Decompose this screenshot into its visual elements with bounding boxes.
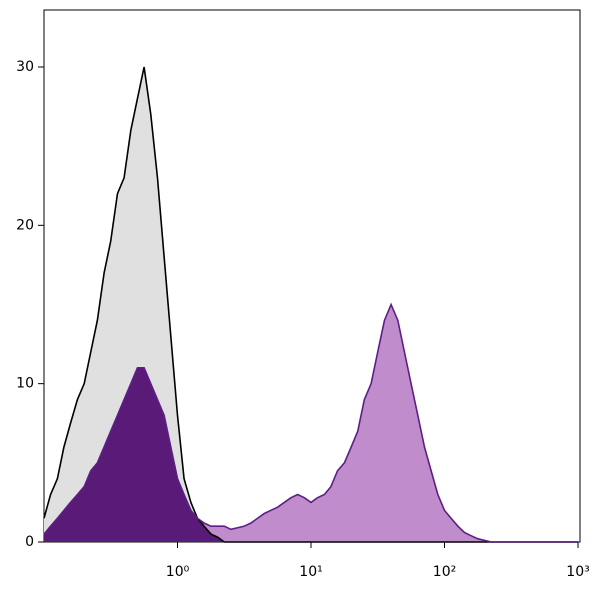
x-tick-label: 10¹	[299, 564, 322, 580]
overlap-area	[44, 304, 578, 542]
y-tick-label: 20	[16, 217, 34, 233]
y-tick-label: 10	[16, 376, 34, 392]
y-tick-label: 0	[25, 534, 34, 550]
x-tick-label: 10³	[566, 564, 589, 580]
y-tick-label: 30	[16, 59, 34, 75]
histogram-area	[44, 67, 578, 542]
histogram-line	[43, 302, 578, 543]
x-tick-label: 10²	[433, 564, 456, 580]
x-tick-label: 10⁰	[166, 564, 190, 580]
